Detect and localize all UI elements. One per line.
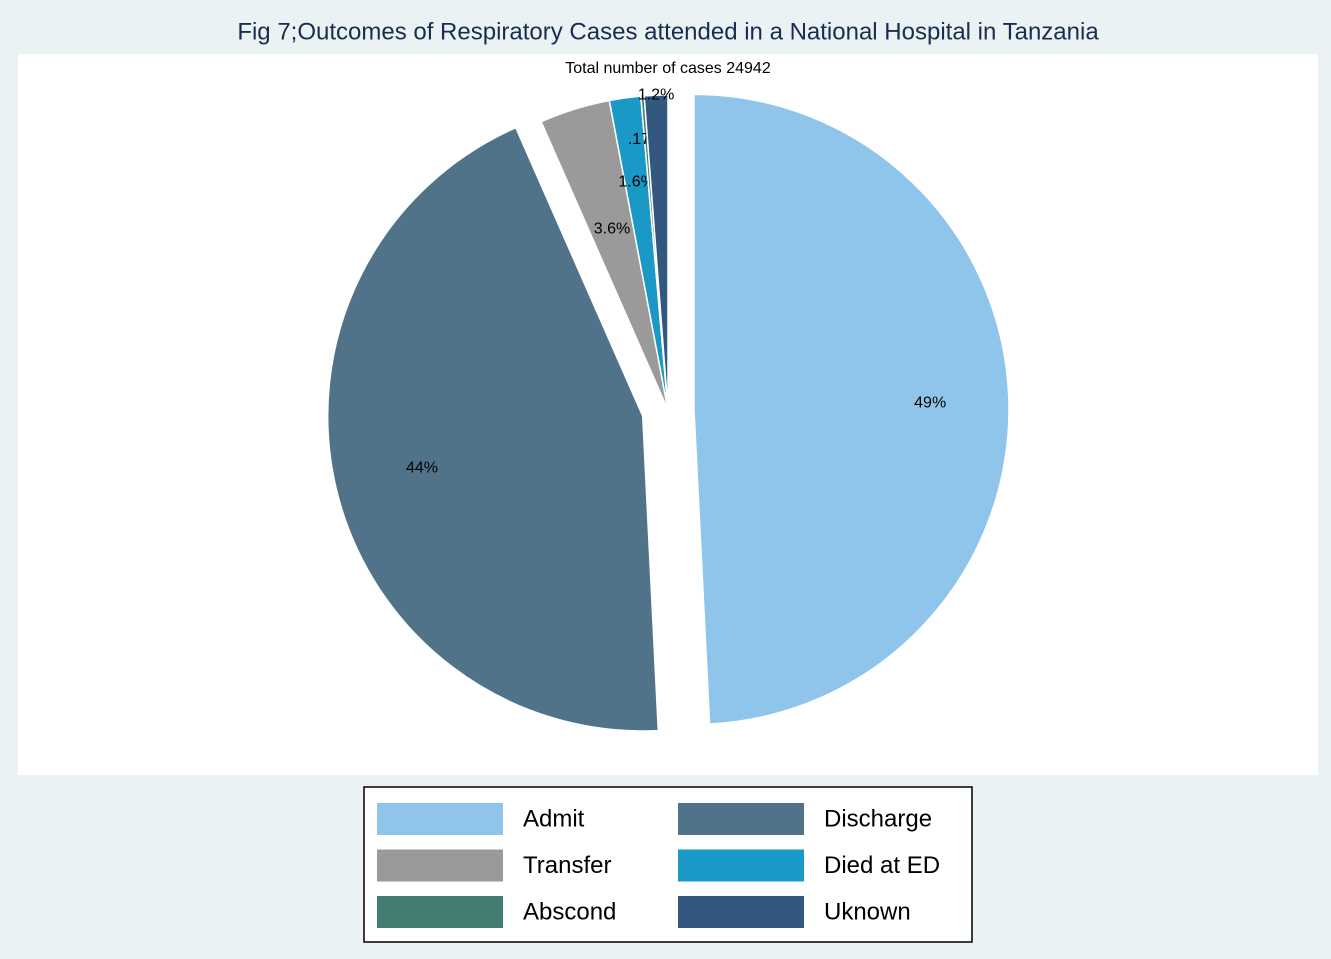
legend-label: Died at ED bbox=[824, 852, 940, 879]
pie-slice bbox=[643, 94, 669, 411]
legend-swatch bbox=[678, 803, 804, 835]
legend-label: Uknown bbox=[824, 898, 911, 925]
legend-label: Admit bbox=[523, 805, 585, 832]
legend-swatch bbox=[377, 803, 503, 835]
data-label: 3.6% bbox=[594, 221, 630, 238]
data-label: 44% bbox=[406, 459, 438, 476]
legend-label: Transfer bbox=[523, 852, 611, 879]
chart-title: Fig 7;Outcomes of Respiratory Cases atte… bbox=[237, 18, 1099, 45]
data-label: 1.6% bbox=[618, 173, 654, 190]
pie-slice bbox=[326, 126, 660, 732]
pie-slice bbox=[693, 93, 1010, 725]
legend-swatch bbox=[678, 896, 804, 928]
legend-swatch bbox=[377, 896, 503, 928]
legend-swatch bbox=[377, 849, 503, 882]
chart-subtitle: Total number of cases 24942 bbox=[565, 60, 771, 77]
legend-label: Abscond bbox=[523, 898, 616, 925]
legend-label: Discharge bbox=[824, 805, 932, 832]
legend-swatch bbox=[678, 849, 804, 882]
data-label: 49% bbox=[914, 395, 946, 412]
data-label: 1.2% bbox=[638, 86, 674, 103]
